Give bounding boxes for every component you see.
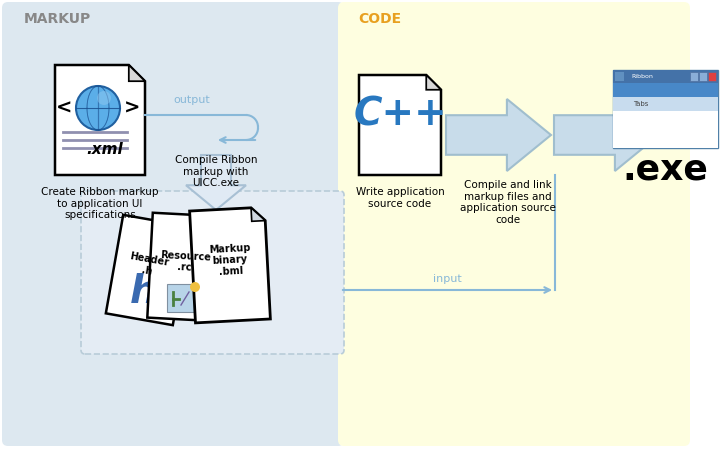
- FancyBboxPatch shape: [708, 72, 716, 81]
- Text: Resource
.rc: Resource .rc: [159, 250, 211, 274]
- Polygon shape: [359, 75, 441, 175]
- Text: Create Ribbon markup
to application UI
specifications: Create Ribbon markup to application UI s…: [41, 187, 158, 220]
- FancyBboxPatch shape: [613, 97, 718, 111]
- Polygon shape: [55, 65, 145, 175]
- Text: >: >: [124, 99, 140, 117]
- Polygon shape: [251, 208, 265, 221]
- Text: input: input: [433, 274, 462, 284]
- Polygon shape: [186, 155, 246, 210]
- FancyBboxPatch shape: [2, 2, 344, 446]
- Text: Compile Ribbon
markup with
UICC.exe: Compile Ribbon markup with UICC.exe: [175, 155, 257, 188]
- Text: <: <: [55, 99, 72, 117]
- Text: Compile and link
markup files and
application source
code: Compile and link markup files and applic…: [460, 180, 556, 225]
- FancyBboxPatch shape: [699, 72, 707, 81]
- FancyBboxPatch shape: [613, 70, 718, 148]
- Text: h: h: [130, 273, 158, 311]
- Circle shape: [76, 86, 120, 130]
- Text: Header
.h: Header .h: [127, 251, 169, 279]
- Polygon shape: [446, 99, 551, 171]
- FancyBboxPatch shape: [338, 2, 690, 446]
- Text: Markup
binary
.bml: Markup binary .bml: [208, 243, 252, 278]
- Polygon shape: [189, 208, 271, 323]
- Polygon shape: [426, 75, 441, 90]
- Polygon shape: [106, 215, 188, 325]
- Text: Write application
source code: Write application source code: [356, 187, 444, 209]
- Text: C++: C++: [353, 96, 447, 134]
- Circle shape: [190, 282, 200, 292]
- Text: .exe: .exe: [623, 153, 708, 187]
- Polygon shape: [554, 99, 659, 171]
- Text: output: output: [173, 95, 210, 105]
- Text: Ribbon: Ribbon: [631, 74, 653, 79]
- FancyBboxPatch shape: [690, 72, 698, 81]
- Circle shape: [97, 91, 111, 105]
- FancyBboxPatch shape: [615, 72, 624, 81]
- FancyBboxPatch shape: [613, 70, 718, 83]
- Polygon shape: [148, 213, 222, 321]
- Polygon shape: [129, 65, 145, 81]
- Text: Tabs: Tabs: [633, 101, 649, 107]
- Text: MARKUP: MARKUP: [24, 12, 91, 26]
- Polygon shape: [176, 225, 188, 239]
- Polygon shape: [210, 216, 222, 229]
- FancyBboxPatch shape: [613, 111, 718, 148]
- Text: CODE: CODE: [358, 12, 401, 26]
- FancyBboxPatch shape: [167, 284, 205, 312]
- FancyBboxPatch shape: [613, 83, 718, 97]
- Text: .xml: .xml: [86, 142, 123, 157]
- FancyBboxPatch shape: [81, 191, 344, 354]
